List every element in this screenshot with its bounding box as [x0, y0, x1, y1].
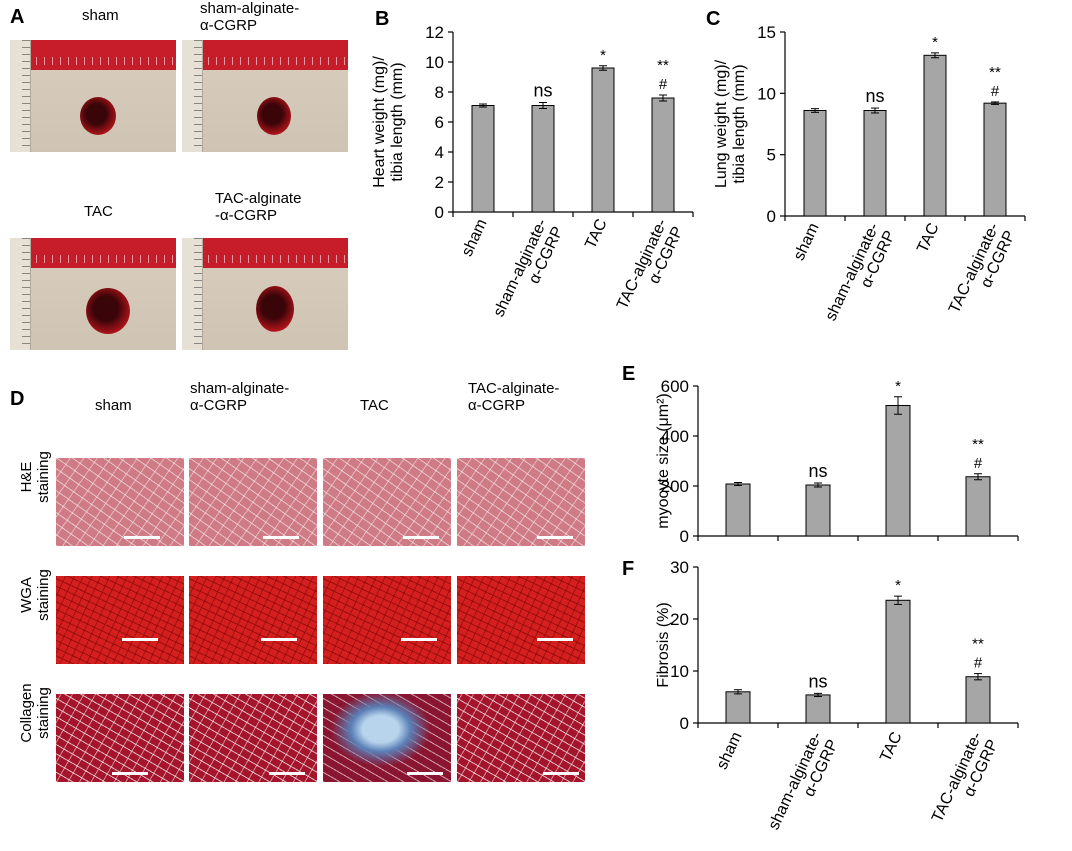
chart-f-category-label: sham-alginate-α-CGRP [765, 730, 841, 841]
tissue-he-tac [323, 458, 451, 546]
chart-b-ytick-label: 10 [425, 53, 444, 72]
chart-e-ylabel: myocyte size (μm²) [655, 393, 672, 528]
chart-b-category-label: TAC [582, 217, 610, 252]
chart-c-annotation: * [932, 34, 938, 51]
col-label-tac: TAC [360, 397, 389, 414]
chart-c-bar [863, 110, 887, 217]
chart-c-ytick-label: 10 [757, 84, 776, 103]
chart-b-category-label: sham-alginate-α-CGRP [490, 217, 566, 328]
chart-b-ytick-label: 2 [435, 173, 444, 192]
chart-f-bar [965, 676, 991, 724]
chart-b-bar [471, 105, 495, 213]
chart-f-bar [885, 599, 911, 724]
chart-c-ytick-label: 0 [767, 207, 776, 226]
chart-f-category-label: sham [714, 730, 746, 773]
tissue-collagen-tac-alginate [457, 694, 585, 782]
chart-e-annotation: * [895, 378, 901, 395]
heart-photo-sham-alginate [182, 40, 348, 152]
chart-b-bar [591, 67, 615, 213]
chart-e-letter: E [622, 363, 635, 385]
tissue-wga-tac [323, 576, 451, 664]
chart-f-bar [805, 694, 831, 724]
chart-b-bar [651, 97, 675, 213]
chart-e-annotation: # [974, 455, 983, 472]
chart-c-ytick-label: 15 [757, 23, 776, 42]
chart-c-bar [983, 102, 1007, 217]
chart-c-category-label: sham [791, 221, 823, 264]
chart-e-bar [805, 484, 831, 537]
panel-d-letter: D [10, 388, 25, 410]
tissue-collagen-tac [323, 694, 451, 782]
chart-c-category-label: TAC-alginate-α-CGRP [946, 221, 1019, 324]
chart-e-ytick-label: 600 [661, 377, 689, 396]
tissue-wga-tac-alginate [457, 576, 585, 664]
tissue-he-tac-alginate [457, 458, 585, 546]
photo-label-sham: sham [82, 7, 119, 24]
chart-b-annotation: * [600, 47, 606, 64]
chart-b-ytick-label: 6 [435, 113, 444, 132]
chart-f-bar [725, 691, 751, 724]
tissue-collagen-sham [56, 694, 184, 782]
photo-label-sham-alginate: sham-alginate- α-CGRP [200, 0, 300, 34]
chart-f-annotation: ** [972, 636, 984, 653]
tissue-he-sham-alginate [189, 458, 317, 546]
photo-label-tac-alginate: TAC-alginate -α-CGRP [215, 190, 302, 224]
chart-c-annotation: ns [865, 86, 884, 106]
heart-photo-sham [10, 40, 176, 152]
photo-label-tac: TAC [84, 203, 113, 220]
col-label-tac-alginate: TAC-alginate- α-CGRP [468, 380, 560, 414]
chart-b-letter: B [375, 8, 389, 30]
chart-e-annotation: ** [972, 436, 984, 453]
chart-e-ytick-label: 400 [661, 427, 689, 446]
tissue-collagen-sham-alginate [189, 694, 317, 782]
chart-e-ytick-label: 0 [680, 527, 689, 546]
chart-c-bar [803, 110, 827, 217]
chart-f-annotation: ns [808, 671, 827, 691]
chart-b-ytick-label: 4 [435, 143, 444, 162]
col-label-sham-alginate: sham-alginate- α-CGRP [190, 380, 290, 414]
chart-f-letter: F [622, 558, 634, 580]
chart-b-category-label: TAC-alginate-α-CGRP [614, 217, 687, 320]
chart-e-bar [725, 483, 751, 537]
chart-f-annotation: * [895, 577, 901, 594]
chart-f-ytick-label: 30 [670, 558, 689, 577]
chart-c-letter: C [706, 8, 720, 30]
col-label-sham: sham [95, 397, 132, 414]
chart-b-annotation: ns [533, 81, 552, 101]
chart-c-annotation: ** [989, 64, 1001, 81]
chart-b-category-label: sham [459, 217, 491, 260]
tissue-wga-sham [56, 576, 184, 664]
chart-e-ytick-label: 200 [661, 477, 689, 496]
chart-f-ytick-label: 10 [670, 662, 689, 681]
chart-f-category-label: TAC [877, 730, 905, 765]
chart-b-ytick-label: 0 [435, 203, 444, 222]
chart-e-bar [965, 476, 991, 537]
panel-a-letter: A [10, 6, 25, 28]
chart-f-ytick-label: 20 [670, 610, 689, 629]
heart-photo-tac [10, 238, 176, 350]
heart-photo-tac-alginate [182, 238, 348, 350]
chart-b-ylabel: Heart weight (mg)/tibia length (mm) [371, 56, 406, 188]
chart-c-category-label: TAC [914, 221, 942, 256]
chart-b-bar [531, 105, 555, 213]
chart-f-ytick-label: 0 [680, 714, 689, 733]
chart-f-category-label: TAC-alginate-α-CGRP [929, 730, 1002, 833]
chart-c-ytick-label: 5 [767, 146, 776, 165]
chart-b-annotation: ** [657, 57, 669, 74]
tissue-he-sham [56, 458, 184, 546]
chart-e-annotation: ns [808, 461, 827, 481]
chart-c-category-label: sham-alginate-α-CGRP [822, 221, 898, 332]
chart-b-ytick-label: 8 [435, 83, 444, 102]
chart-f-annotation: # [974, 655, 983, 672]
chart-f-ylabel: Fibrosis (%) [655, 602, 672, 687]
chart-c-annotation: # [991, 83, 1000, 100]
chart-c-ylabel: Lung weight (mg)/tibia length (mm) [713, 59, 748, 188]
chart-c-bar [923, 54, 947, 217]
chart-b-annotation: # [659, 76, 668, 93]
tissue-wga-sham-alginate [189, 576, 317, 664]
chart-b-ytick-label: 12 [425, 23, 444, 42]
chart-e-bar [885, 405, 911, 537]
